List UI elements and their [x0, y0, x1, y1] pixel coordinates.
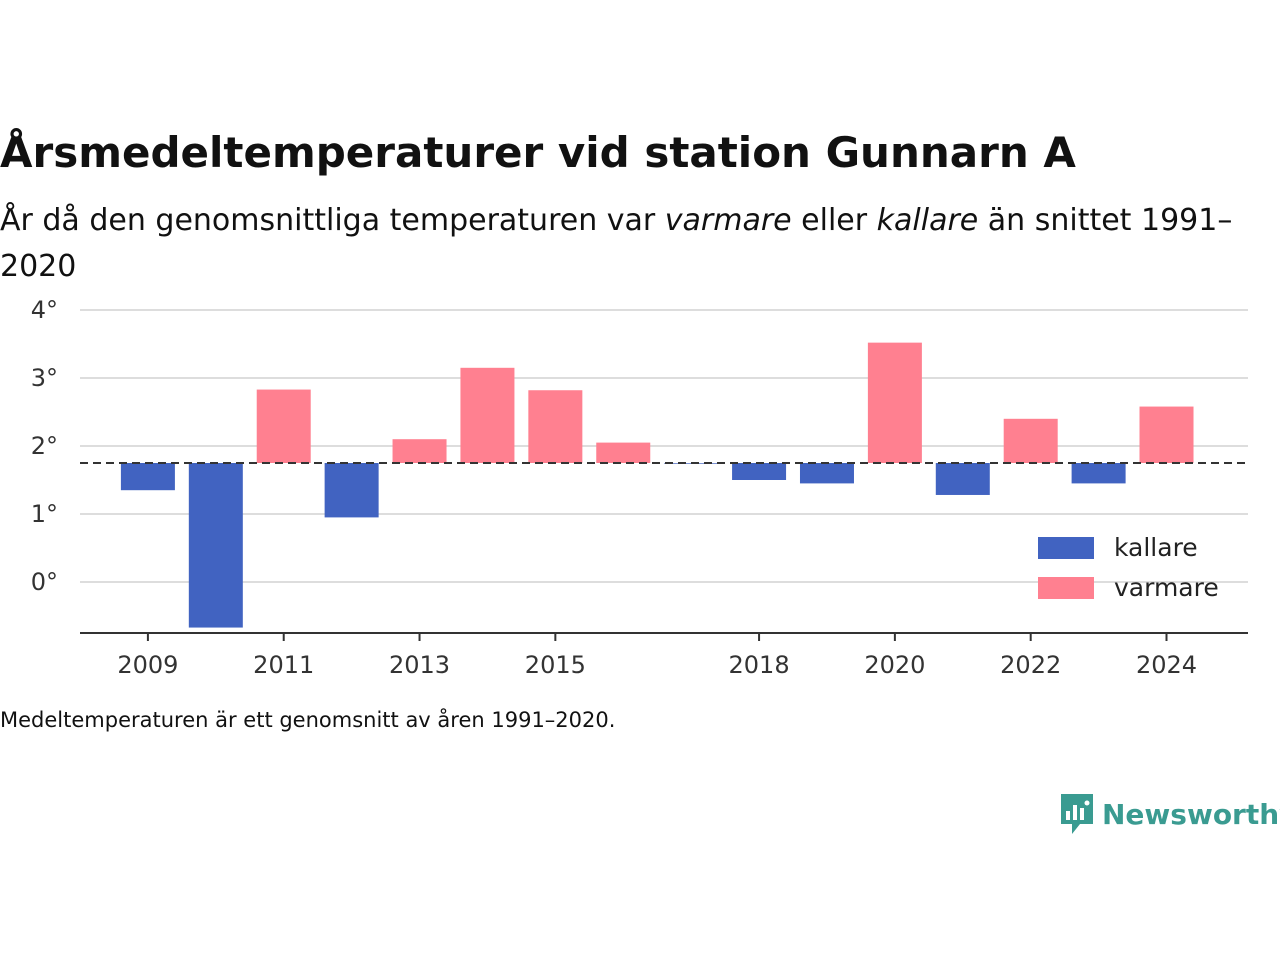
subtitle-text-1: År då den genomsnittliga temperaturen va…	[0, 203, 665, 238]
legend-label-kallare: kallare	[1114, 533, 1198, 562]
subtitle-kallare: kallare	[876, 203, 979, 238]
newsworthy-logo-icon	[1061, 794, 1093, 834]
bar-2022	[1003, 418, 1058, 463]
bar-2023	[1071, 463, 1126, 484]
legend-swatch-kallare	[1038, 537, 1094, 559]
chart-title: Årsmedeltemperaturer vid station Gunnarn…	[0, 128, 1076, 177]
bar-2015	[528, 390, 583, 463]
bar-2014	[460, 367, 515, 463]
bar-2016	[596, 442, 651, 463]
chart-subtitle: År då den genomsnittliga temperaturen va…	[0, 198, 1240, 290]
brand-name: Newsworthy	[1102, 797, 1280, 831]
newsworthy-logo[interactable]: Newsworthy	[1058, 790, 1280, 838]
y-tick-label: 4°	[31, 296, 58, 324]
bar-2020	[867, 342, 922, 463]
legend: kallare varmare	[1038, 533, 1219, 602]
x-tick-label: 2013	[389, 651, 450, 679]
bars	[120, 342, 1194, 628]
bar-2013	[392, 439, 447, 463]
x-tick-label: 2018	[729, 651, 790, 679]
subtitle-varmare: varmare	[664, 203, 792, 238]
footnote: Medeltemperaturen är ett genomsnitt av å…	[0, 708, 616, 732]
legend-swatch-varmare	[1038, 577, 1094, 599]
y-tick-label: 1°	[31, 500, 58, 528]
y-tick-label: 3°	[31, 364, 58, 392]
subtitle-text-3: än snittet 1991–2020	[0, 203, 1233, 284]
bar-2009	[120, 463, 175, 491]
bar-2019	[799, 463, 854, 484]
temperature-bar-chart: 0° 1° 2° 3° 4° 2009 2011 2013 2015 2018 2020 2022 20…	[31, 296, 1248, 679]
bar-2011	[256, 389, 311, 463]
bar-2024	[1139, 406, 1194, 463]
y-tick-label: 0°	[31, 568, 58, 596]
legend-label-varmare: varmare	[1114, 573, 1219, 602]
bar-2010	[188, 463, 243, 628]
x-tick-label: 2022	[1000, 651, 1061, 679]
y-tick-label: 2°	[31, 432, 58, 460]
bar-2018	[732, 463, 787, 480]
subtitle-text-2: eller	[791, 203, 877, 238]
x-tick-label: 2015	[525, 651, 586, 679]
x-tick-label: 2009	[117, 651, 178, 679]
bar-2012	[324, 463, 379, 518]
x-tick-label: 2024	[1136, 651, 1197, 679]
axes: 0° 1° 2° 3° 4° 2009 2011 2013 2015 2018 2020 2022 20…	[31, 296, 1248, 679]
x-tick-label: 2011	[253, 651, 314, 679]
x-tick-label: 2020	[864, 651, 925, 679]
bar-2021	[935, 463, 990, 495]
